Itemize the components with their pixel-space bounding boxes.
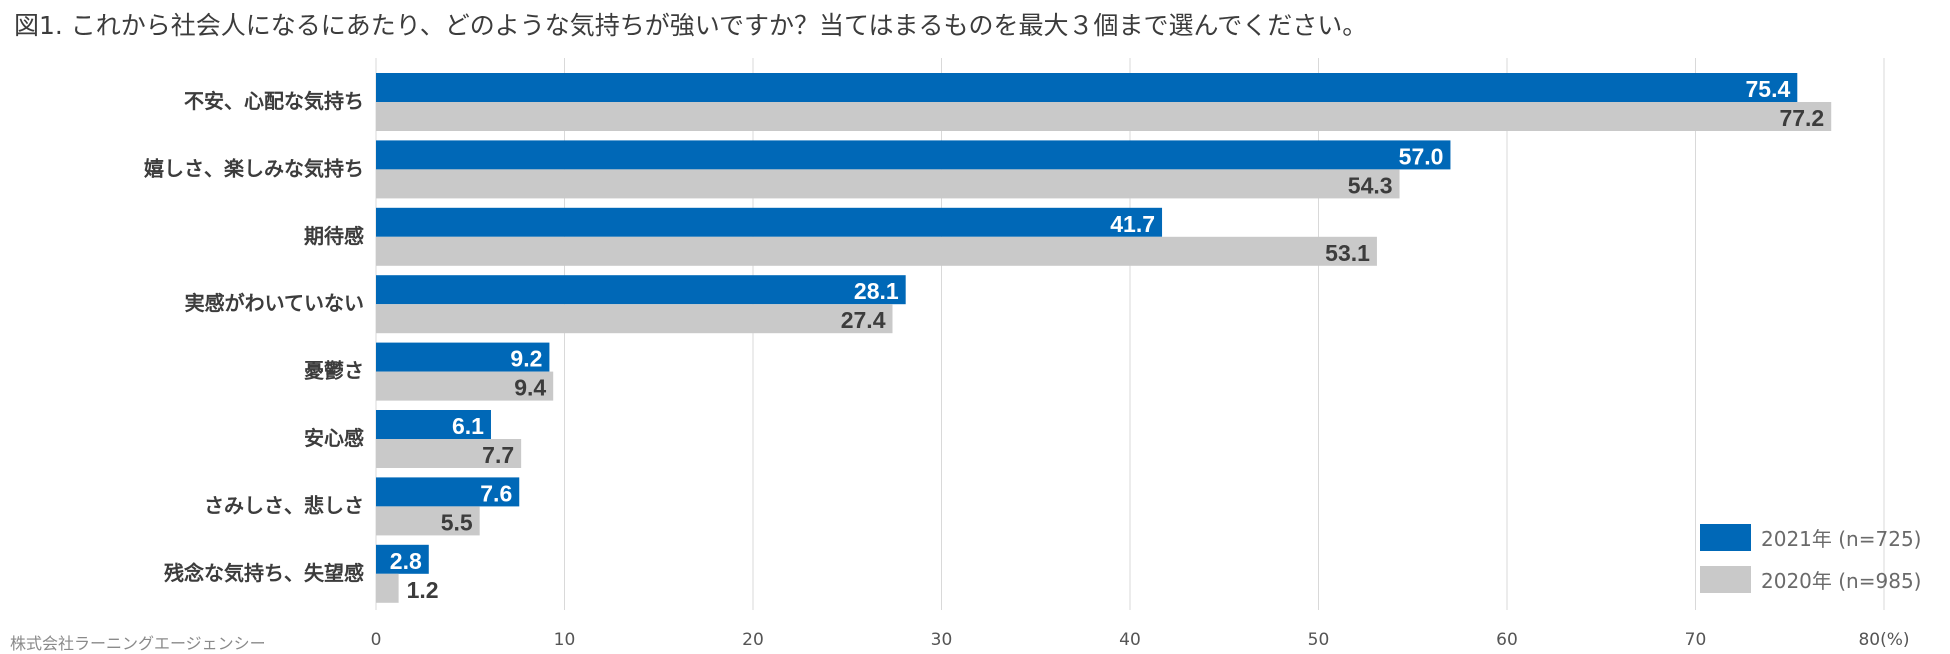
data-label-2020: 7.7 (482, 442, 514, 468)
x-tick-label: 10 (554, 630, 576, 650)
bar-2021 (376, 342, 550, 372)
data-label-2021: 75.4 (1746, 76, 1791, 102)
legend-label-2020: 2020年 (n=985) (1761, 568, 1922, 593)
category-label: 嬉しさ、楽しみな気持ち (144, 156, 364, 180)
x-tick-label: 60 (1496, 630, 1518, 650)
legend: 2021年 (n=725) 2020年 (n=985) (1700, 522, 1921, 606)
bar-2020 (376, 573, 399, 603)
category-label: 憂鬱さ (304, 359, 364, 383)
bar-2020 (376, 102, 1832, 131)
category-label: 安心感 (304, 426, 364, 450)
legend-item-2020: 2020年 (n=985) (1700, 564, 1921, 594)
data-label-2021: 28.1 (854, 278, 899, 304)
bar-2021 (376, 140, 1451, 170)
bar-2020 (376, 304, 893, 334)
legend-swatch-2021 (1700, 523, 1751, 551)
bar-2021 (376, 275, 906, 305)
chart-title: 図1. これから社会人になるにあたり、どのような気持ちが強いですか？当てはまるも… (14, 11, 1368, 40)
x-tick-label: 80(%) (1858, 630, 1909, 650)
legend-label-2021: 2021年 (n=725) (1761, 526, 1922, 551)
bar-2020 (376, 439, 522, 468)
data-label-2021: 2.8 (390, 548, 422, 574)
data-label-2020: 54.3 (1348, 172, 1393, 198)
bar-2021 (376, 73, 1798, 102)
data-label-2021: 57.0 (1399, 143, 1444, 169)
bars: 75.4 77.2 57.054.3 41.7 53.1 28.1 27.4 9.2 9.4 6.… (376, 73, 1832, 603)
category-label: 不安、心配な気持ち (184, 89, 364, 113)
bar-2020 (376, 371, 554, 401)
bar-2020 (376, 236, 1377, 266)
data-label-2021: 41.7 (1110, 211, 1155, 237)
data-label-2020: 1.2 (407, 577, 439, 603)
bar-2021 (376, 544, 429, 574)
legend-item-2021: 2021年 (n=725) (1700, 522, 1921, 552)
category-label: 実感がわいていない (185, 291, 364, 315)
bar-2021 (376, 410, 491, 439)
company-credit: 株式会社ラーニングエージェンシー (10, 634, 266, 653)
x-tick-label: 70 (1685, 630, 1707, 650)
data-label-2021: 6.1 (452, 413, 484, 439)
data-label-2020: 53.1 (1325, 240, 1370, 266)
category-label: 残念な気持ち、失望感 (164, 561, 364, 585)
category-label: 期待感 (304, 224, 364, 248)
x-axis-ticks: 0 10 20 30 40 50 60 70 80(%) (371, 630, 1910, 650)
data-label-2021: 7.6 (480, 480, 512, 506)
data-label-2020: 9.4 (514, 375, 546, 401)
x-tick-label: 30 (931, 630, 953, 650)
category-labels: 不安、心配な気持ち嬉しさ、楽しみな気持ち期待感実感がわいていない憂鬱さ安心感さみ… (144, 89, 364, 585)
category-label: さみしさ、悲しさ (204, 493, 364, 517)
x-tick-label: 50 (1308, 630, 1330, 650)
bar-2020 (376, 506, 480, 536)
legend-swatch-2020 (1700, 565, 1751, 593)
x-tick-label: 20 (742, 630, 764, 650)
x-tick-label: 40 (1119, 630, 1141, 650)
data-label-2020: 27.4 (841, 307, 886, 333)
data-label-2021: 9.2 (510, 346, 542, 372)
data-label-2020: 77.2 (1779, 105, 1824, 131)
bar-2021 (376, 207, 1163, 237)
bar-2020 (376, 169, 1400, 199)
bar-2021 (376, 477, 520, 507)
x-tick-label: 0 (371, 630, 382, 650)
data-label-2020: 5.5 (441, 509, 473, 535)
